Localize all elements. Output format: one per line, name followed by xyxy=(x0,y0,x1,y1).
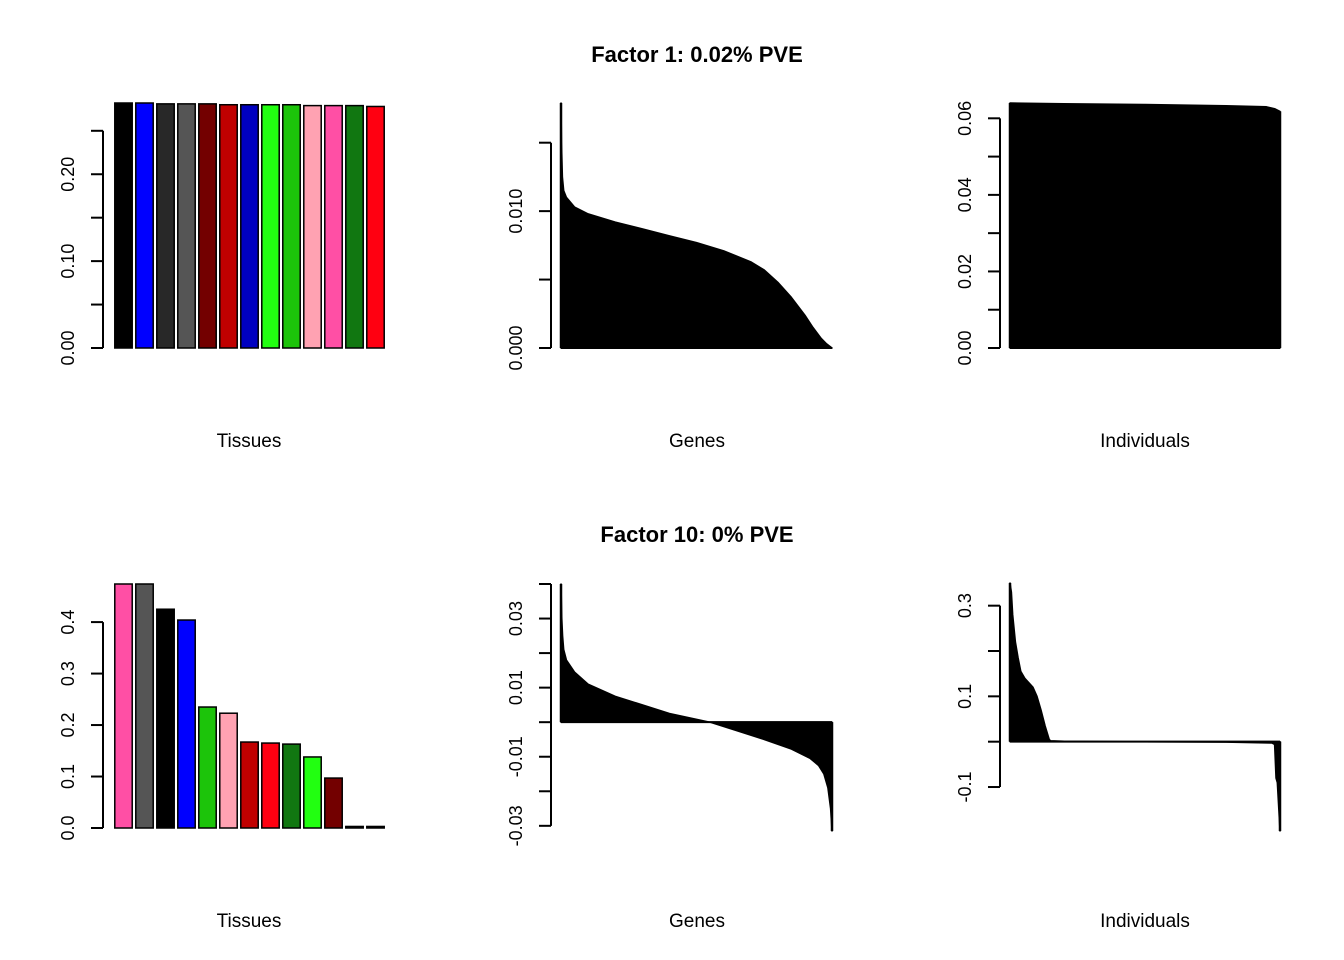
bar xyxy=(114,102,133,349)
bar xyxy=(282,103,301,349)
bar xyxy=(156,608,175,829)
y-tick-label: 0.06 xyxy=(955,101,975,136)
y-tick-label: -0.01 xyxy=(506,736,526,777)
loading-area xyxy=(560,583,833,832)
bar xyxy=(177,619,196,829)
bar xyxy=(198,103,217,349)
y-tick-label: 0.1 xyxy=(955,684,975,709)
bar xyxy=(366,825,385,829)
title-factor-10: Factor 10: 0% PVE xyxy=(600,522,793,547)
y-tick-label: 0.03 xyxy=(506,601,526,636)
bar xyxy=(303,104,322,349)
bar xyxy=(324,777,343,829)
bar xyxy=(282,743,301,829)
bar xyxy=(324,104,343,349)
xlabel-f1-individuals: Individuals xyxy=(1100,431,1190,452)
bar xyxy=(156,103,175,349)
panel-factor10-genes: -0.03 -0.01 0.01 0.03 xyxy=(506,583,834,846)
panel-factor1-tissues: 0.00 0.10 0.20 xyxy=(58,102,385,366)
bar xyxy=(261,103,280,349)
y-tick-label: 0.02 xyxy=(955,254,975,289)
panel-factor10-tissues: 0.0 0.1 0.2 0.3 0.4 xyxy=(58,583,385,841)
bar xyxy=(240,741,259,829)
y-tick-label: 0.00 xyxy=(58,330,78,365)
y-tick-label: 0.3 xyxy=(58,661,78,686)
y-tick-label: 0.20 xyxy=(58,157,78,192)
y-tick-label: 0.2 xyxy=(58,713,78,738)
y-tick-label: 0.000 xyxy=(506,325,526,370)
bar xyxy=(135,102,154,349)
y-tick-label: 0.04 xyxy=(955,177,975,212)
title-factor-1: Factor 1: 0.02% PVE xyxy=(591,42,803,67)
bar xyxy=(177,103,196,349)
y-tick-label: 0.0 xyxy=(58,815,78,840)
bar xyxy=(345,825,364,829)
bar xyxy=(366,105,385,349)
loading-area xyxy=(560,102,833,349)
panel-factor1-genes: 0.000 0.010 xyxy=(506,102,833,371)
y-tick-label: 0.10 xyxy=(58,244,78,279)
xlabel-f10-tissues: Tissues xyxy=(217,911,282,932)
y-tick-label: 0.00 xyxy=(955,330,975,365)
bar xyxy=(303,756,322,829)
loading-area xyxy=(1009,582,1281,832)
bar xyxy=(219,103,238,349)
xlabel-f1-genes: Genes xyxy=(669,431,725,452)
bar xyxy=(345,104,364,349)
y-tick-label: -0.03 xyxy=(506,805,526,846)
bar xyxy=(219,712,238,829)
bar xyxy=(240,103,259,349)
xlabel-f10-individuals: Individuals xyxy=(1100,911,1190,932)
xlabel-f10-genes: Genes xyxy=(669,911,725,932)
bar xyxy=(261,742,280,829)
loading-area xyxy=(1009,102,1281,349)
y-tick-label: 0.010 xyxy=(506,189,526,234)
y-tick-label: 0.4 xyxy=(58,610,78,635)
xlabel-f1-tissues: Tissues xyxy=(217,431,282,452)
bar xyxy=(198,706,217,829)
y-tick-label: 0.1 xyxy=(58,764,78,789)
bar xyxy=(135,583,154,829)
y-tick-label: 0.01 xyxy=(506,670,526,705)
panel-factor10-individuals: -0.1 0.1 0.3 xyxy=(955,582,1282,832)
bar xyxy=(114,583,133,829)
panel-factor1-individuals: 0.00 0.02 0.04 0.06 xyxy=(955,101,1282,366)
y-tick-label: -0.1 xyxy=(955,772,975,803)
y-tick-label: 0.3 xyxy=(955,593,975,618)
